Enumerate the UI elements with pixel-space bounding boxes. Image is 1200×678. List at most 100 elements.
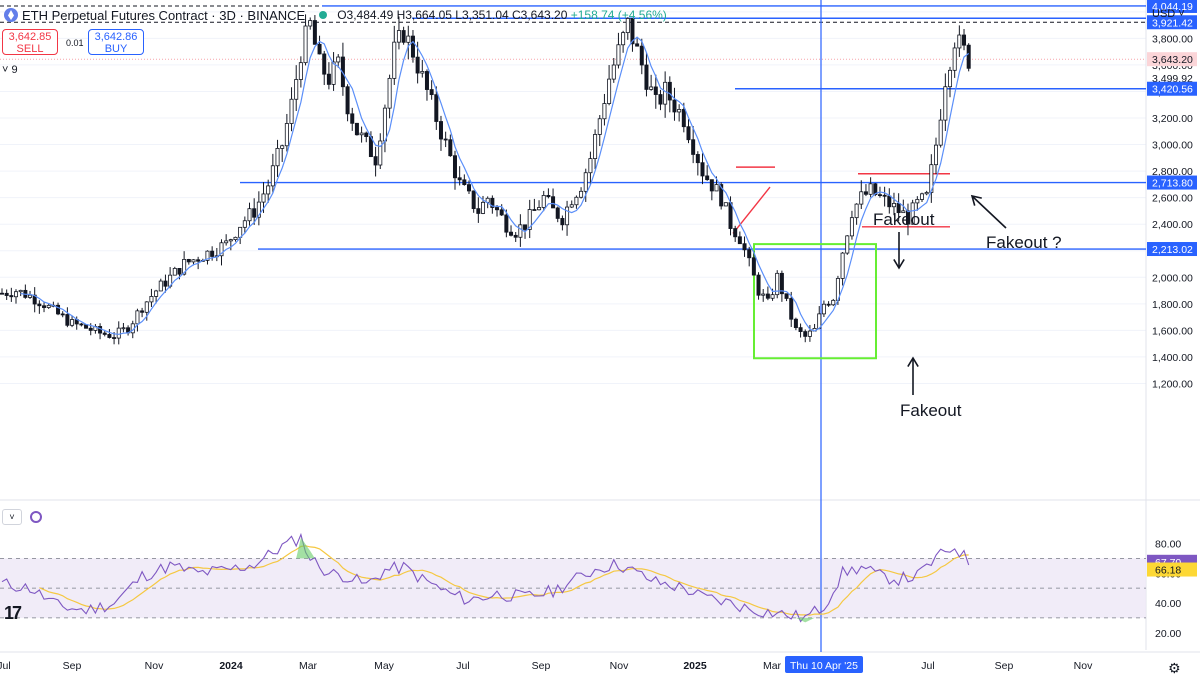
candle <box>336 56 341 63</box>
rsi-tick-label: 40.00 <box>1155 598 1181 610</box>
candle <box>709 179 714 192</box>
candle <box>845 235 850 254</box>
time-tick-label: Jul <box>456 660 469 672</box>
arrow-fakeout-2-head <box>907 356 919 367</box>
candle <box>294 79 299 100</box>
price-tick-label: 2,000.00 <box>1152 272 1193 284</box>
candle <box>723 202 728 207</box>
buy-button[interactable]: 3,642.86 BUY <box>88 29 144 55</box>
price-tick-label: 1,200.00 <box>1152 378 1193 390</box>
crosshair-date-bg <box>785 656 863 673</box>
candle <box>770 294 775 299</box>
candle <box>350 113 355 124</box>
candle <box>163 280 168 287</box>
candle <box>219 242 224 257</box>
candle <box>37 303 42 307</box>
candle <box>443 138 448 141</box>
candle <box>280 145 285 149</box>
candle <box>392 41 397 79</box>
candle <box>691 139 696 155</box>
candle <box>803 331 808 337</box>
price-tick-label: 1,600.00 <box>1152 325 1193 337</box>
candle <box>663 81 668 105</box>
spread: 0.01 <box>66 38 84 48</box>
candle <box>247 208 252 222</box>
candle <box>705 175 710 181</box>
candle <box>182 259 187 275</box>
candle <box>140 310 145 313</box>
rsi-refresh-icon[interactable] <box>30 511 42 523</box>
annotation-fakeout-3: Fakeout ? <box>986 233 1062 252</box>
candle <box>635 43 640 47</box>
candle <box>70 319 75 326</box>
candle <box>915 199 920 204</box>
candle <box>387 77 392 109</box>
candle <box>14 291 19 298</box>
sell-button[interactable]: 3,642.85 SELL <box>2 29 58 55</box>
time-tick-label: Sep <box>63 660 82 672</box>
candle <box>284 123 289 147</box>
candle <box>532 209 537 211</box>
ma-line <box>20 36 970 335</box>
arrow-fakeout-3 <box>971 195 1007 229</box>
candle <box>700 162 705 177</box>
candle <box>751 257 756 276</box>
candle <box>401 30 406 43</box>
candle <box>9 295 14 298</box>
candle <box>382 107 387 142</box>
currency-selector[interactable]: USD ˅ <box>1152 8 1185 20</box>
candle <box>784 293 789 299</box>
tag-2713-bg <box>1147 175 1197 190</box>
rsi-line <box>1 532 970 623</box>
time-tick-label: Nov <box>1074 660 1093 672</box>
tradingview-logo: 17 <box>4 603 22 623</box>
candle <box>289 98 294 124</box>
time-tick-label: Sep <box>532 660 551 672</box>
rsi-collapse-button[interactable]: ˅ <box>2 509 22 525</box>
candle <box>607 78 612 104</box>
indicators-toggle[interactable]: ˅ 9 <box>2 64 18 76</box>
candle <box>934 144 939 166</box>
candle <box>481 201 486 214</box>
candle <box>84 324 89 329</box>
crosshair-date: Thu 10 Apr '25 <box>790 660 858 672</box>
candle <box>518 224 523 238</box>
candle <box>434 94 439 122</box>
candle <box>868 183 873 195</box>
candle <box>303 25 308 64</box>
candle <box>588 158 593 174</box>
candle <box>233 236 238 241</box>
candle <box>840 252 845 279</box>
symbol-title[interactable]: ETH Perpetual Futures Contract · 3D · BI… <box>22 7 306 23</box>
candle <box>191 259 196 263</box>
candle <box>891 202 896 208</box>
candle <box>60 313 65 316</box>
accumulation-box <box>753 243 877 360</box>
candle <box>821 303 826 315</box>
gear-icon[interactable]: ⚙ <box>1168 660 1181 676</box>
candle <box>952 47 957 71</box>
candle <box>396 30 401 43</box>
tag-2213: 2,213.02 <box>1152 244 1193 256</box>
candle <box>761 293 766 296</box>
candle <box>354 122 359 136</box>
arrow-fakeout-3-head <box>970 194 982 206</box>
candle <box>420 71 425 74</box>
candle <box>765 293 770 299</box>
tag-3643-bg <box>1147 52 1197 67</box>
candle <box>962 34 967 46</box>
candle <box>18 289 23 293</box>
candle <box>644 64 649 90</box>
price-tick-label: 1,400.00 <box>1152 352 1193 364</box>
tag-2713: 2,713.80 <box>1152 178 1193 190</box>
candle <box>406 35 411 43</box>
tag-3921-bg <box>1147 15 1197 30</box>
candle <box>789 298 794 320</box>
candle <box>345 86 350 115</box>
market-status-icon <box>319 11 328 19</box>
indicator-count: 9 <box>11 64 18 76</box>
candle <box>943 86 948 121</box>
candle <box>210 250 215 257</box>
candle <box>509 231 514 236</box>
